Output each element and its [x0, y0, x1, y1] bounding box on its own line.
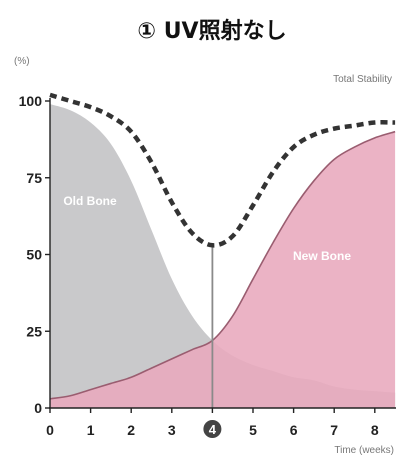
x-tick-label: 8: [371, 422, 379, 438]
x-tick-label: 3: [168, 422, 176, 438]
plot-area: 0 25 50 75 100 0 1 2 3 4 5 6 7 8: [19, 92, 396, 438]
x-tick-label: 5: [249, 422, 257, 438]
x-tick-label: 7: [330, 422, 338, 438]
x-tick-label: 1: [87, 422, 95, 438]
new-bone-area: [50, 131, 396, 408]
total-stability-label: Total Stability: [333, 74, 392, 85]
y-tick-label: 25: [26, 323, 42, 339]
x-tick-label: 0: [46, 422, 54, 438]
new-bone-label: New Bone: [293, 249, 351, 263]
x-tick-label-highlighted: 4: [209, 422, 217, 437]
y-tick-label: 75: [26, 170, 42, 186]
old-bone-label: Old Bone: [63, 194, 117, 208]
y-unit-label: (%): [14, 56, 30, 67]
region-labels: Old Bone New Bone: [63, 194, 351, 263]
x-tick-label: 2: [127, 422, 135, 438]
new-bone-line: [49, 130, 396, 400]
total-stability-line: [49, 92, 396, 248]
old-bone-area: [50, 104, 396, 408]
y-tick-label: 100: [19, 93, 43, 109]
x-axis-label: Time (weeks): [334, 445, 394, 456]
y-tick-label: 50: [26, 247, 42, 263]
x-tick-label: 6: [290, 422, 298, 438]
chart-title: ① UV照射なし: [137, 18, 286, 44]
y-tick-label: 0: [34, 400, 42, 416]
highlighted-tick-badge: [203, 420, 222, 438]
